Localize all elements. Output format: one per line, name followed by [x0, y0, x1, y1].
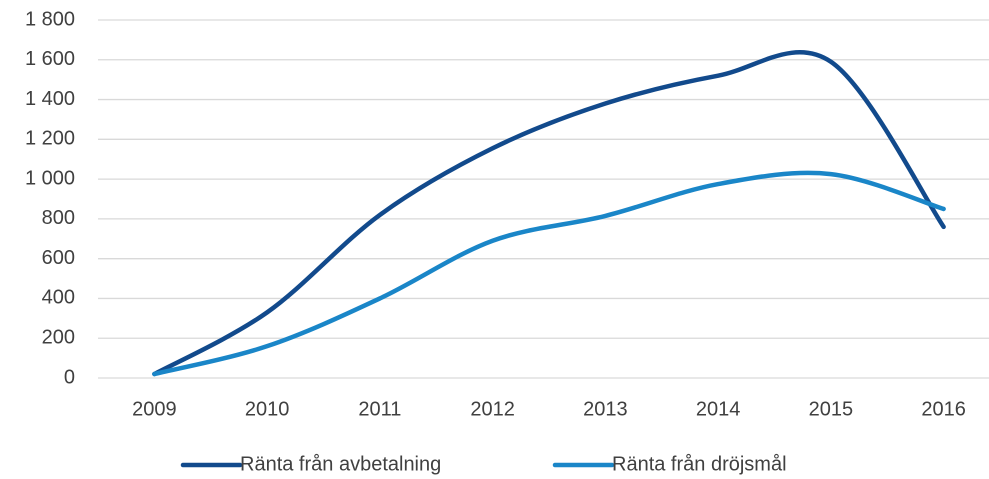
- y-tick-label: 800: [42, 207, 75, 229]
- x-tick-label: 2016: [921, 398, 966, 420]
- x-tick-label: 2013: [583, 398, 628, 420]
- x-tick-label: 2015: [809, 398, 854, 420]
- y-tick-label: 1 800: [25, 8, 75, 30]
- legend-label: Ränta från avbetalning: [240, 453, 441, 475]
- y-tick-label: 1 200: [25, 128, 75, 150]
- y-tick-label: 600: [42, 247, 75, 269]
- y-tick-label: 1 000: [25, 167, 75, 189]
- y-tick-label: 200: [42, 327, 75, 349]
- series-line: [152, 170, 946, 377]
- x-tick-label: 2011: [358, 398, 401, 420]
- x-tick-label: 2012: [470, 398, 515, 420]
- x-tick-label: 2009: [132, 398, 177, 420]
- x-tick-label: 2010: [245, 398, 290, 420]
- y-tick-label: 1 600: [25, 48, 75, 70]
- y-tick-label: 0: [64, 366, 75, 388]
- y-tick-label: 400: [42, 287, 75, 309]
- series-line: [152, 50, 946, 377]
- legend-label: Ränta från dröjsmål: [612, 453, 787, 475]
- y-tick-label: 1 400: [25, 88, 75, 110]
- x-tick-label: 2014: [696, 398, 741, 420]
